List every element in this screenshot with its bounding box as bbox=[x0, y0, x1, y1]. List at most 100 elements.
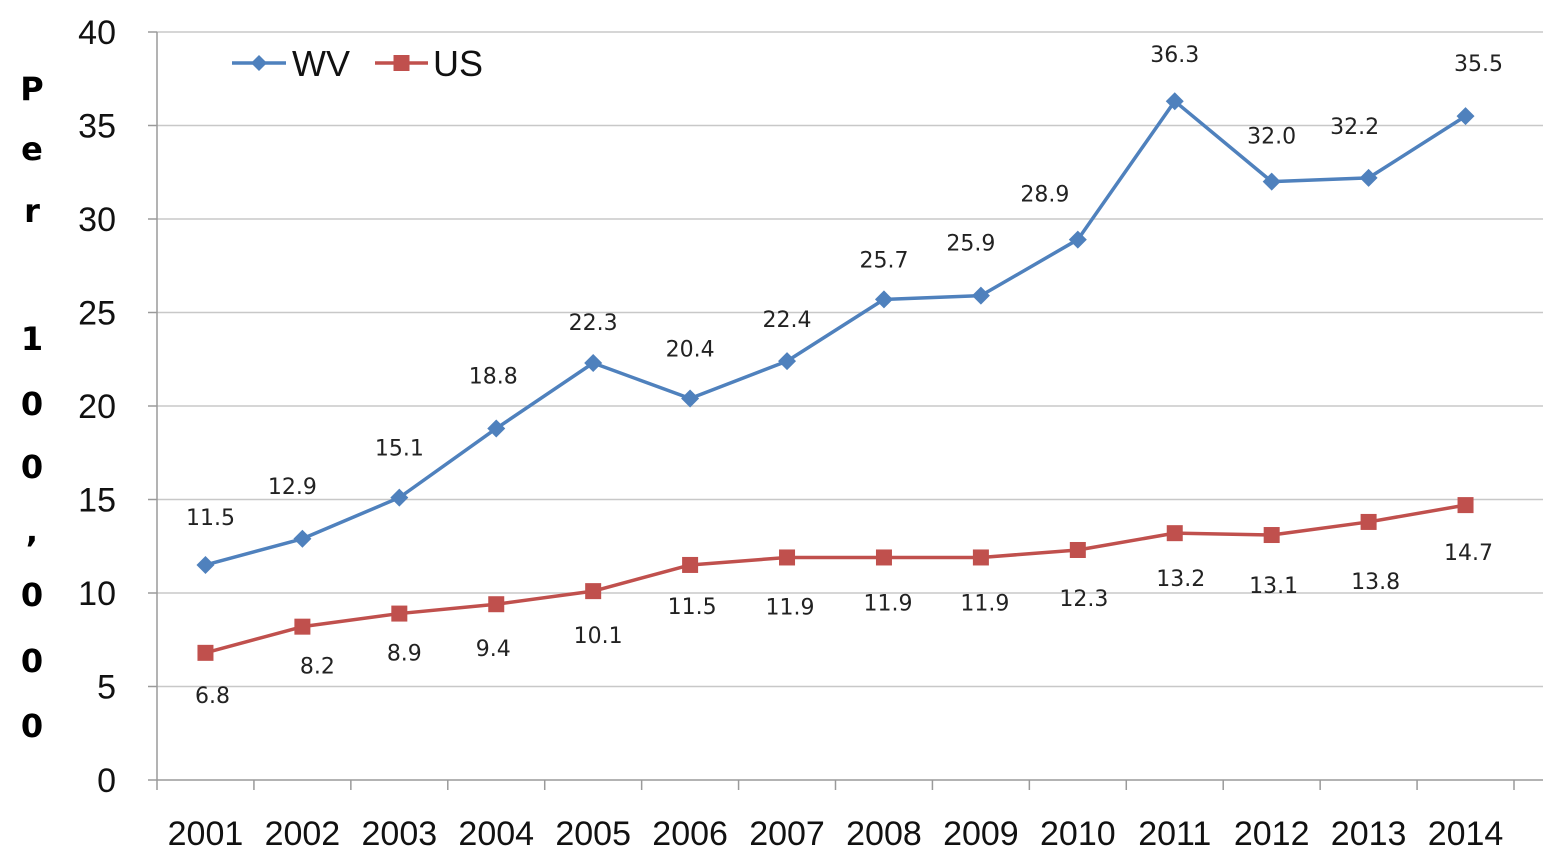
x-tick-label: 2005 bbox=[555, 815, 631, 849]
y-tick-label: 20 bbox=[78, 388, 116, 426]
data-point-wv bbox=[196, 555, 215, 574]
y-axis-label-char: 0 bbox=[21, 385, 43, 423]
x-tick-label: 2008 bbox=[846, 815, 922, 849]
data-point-us bbox=[1166, 525, 1183, 542]
y-axis-label-char: 0 bbox=[21, 576, 43, 614]
data-point-us bbox=[294, 618, 311, 635]
y-tick-label: 5 bbox=[97, 669, 116, 707]
axes bbox=[148, 31, 1543, 790]
y-tick-label: 35 bbox=[78, 108, 116, 146]
data-label-us: 13.8 bbox=[1351, 570, 1400, 595]
data-label-wv: 25.9 bbox=[946, 232, 995, 257]
y-tick-label: 25 bbox=[78, 295, 116, 333]
y-tick-label: 10 bbox=[78, 575, 116, 613]
data-point-us bbox=[972, 549, 989, 566]
data-point-us bbox=[779, 549, 796, 566]
x-tick-label: 2003 bbox=[362, 815, 438, 849]
data-point-wv bbox=[1262, 172, 1281, 191]
x-tick-label: 2002 bbox=[265, 815, 341, 849]
x-tick-label: 2011 bbox=[1138, 815, 1211, 849]
data-label-wv: 15.1 bbox=[375, 437, 424, 462]
data-label-us: 8.2 bbox=[300, 655, 335, 680]
data-label-us: 6.8 bbox=[195, 684, 230, 709]
legend-marker-wv bbox=[251, 55, 267, 71]
y-axis-label-char: , bbox=[26, 512, 38, 550]
data-point-wv bbox=[1359, 168, 1378, 187]
y-axis-label-char: 0 bbox=[21, 642, 43, 680]
data-point-wv bbox=[1068, 230, 1087, 249]
data-point-us bbox=[488, 596, 505, 613]
legend-label-wv: WV bbox=[292, 43, 350, 84]
x-tick-label: 2012 bbox=[1234, 815, 1310, 849]
data-point-wv bbox=[1456, 107, 1475, 126]
data-point-us bbox=[1457, 497, 1474, 514]
data-label-us: 11.9 bbox=[863, 591, 912, 616]
series-line-us bbox=[205, 503, 1466, 655]
data-label-wv: 12.9 bbox=[268, 475, 317, 500]
y-axis-label-char: e bbox=[21, 130, 43, 168]
data-label-wv: 20.4 bbox=[666, 338, 715, 363]
data-point-us bbox=[1360, 513, 1377, 530]
x-tick-label: 2001 bbox=[168, 815, 244, 849]
data-label-us: 11.9 bbox=[960, 591, 1009, 616]
y-tick-labels: 0 5 10 15 20 25 30 35 40 bbox=[78, 14, 116, 800]
data-point-us bbox=[197, 644, 214, 661]
data-label-us: 13.1 bbox=[1249, 574, 1298, 599]
data-label-wv: 11.5 bbox=[186, 506, 235, 531]
data-label-us: 9.4 bbox=[476, 637, 511, 662]
series-line-wv bbox=[205, 99, 1467, 567]
data-point-wv bbox=[293, 529, 312, 548]
data-label-wv: 35.5 bbox=[1454, 52, 1503, 77]
y-axis-label: Per 1 0 0, 0 0 0 bbox=[20, 70, 43, 745]
y-tick-label: 40 bbox=[78, 14, 116, 52]
legend-label-us: US bbox=[433, 43, 483, 84]
y-axis-label-char: 1 bbox=[21, 320, 43, 358]
x-tick-label: 2010 bbox=[1040, 815, 1116, 849]
data-label-wv: 25.7 bbox=[859, 248, 908, 273]
data-point-wv bbox=[390, 488, 409, 507]
data-point-wv bbox=[778, 352, 797, 371]
series bbox=[196, 92, 1475, 661]
x-tick-label: 2009 bbox=[943, 815, 1019, 849]
legend: WV US bbox=[232, 43, 483, 84]
y-axis-label-char: 0 bbox=[21, 707, 43, 745]
data-point-us bbox=[875, 549, 892, 566]
data-label-wv: 28.9 bbox=[1020, 183, 1069, 208]
x-tick-label: 2007 bbox=[749, 815, 825, 849]
y-axis-label-char: 0 bbox=[21, 448, 43, 486]
data-point-wv bbox=[584, 353, 603, 372]
data-point-us bbox=[682, 556, 699, 573]
y-tick-label: 0 bbox=[97, 762, 116, 800]
data-label-wv: 18.8 bbox=[469, 364, 518, 389]
x-tick-label: 2006 bbox=[652, 815, 728, 849]
data-point-wv bbox=[1165, 92, 1184, 111]
data-point-wv bbox=[681, 389, 700, 408]
data-label-us: 14.7 bbox=[1444, 541, 1493, 566]
x-tick-labels: 2001 2002 2003 2004 2005 2006 2007 2008 2009 2010… bbox=[168, 815, 1504, 849]
gridlines bbox=[157, 31, 1543, 688]
data-label-wv: 22.4 bbox=[763, 308, 812, 333]
data-label-us: 11.9 bbox=[766, 595, 815, 620]
y-tick-label: 30 bbox=[78, 201, 116, 239]
data-label-us: 8.9 bbox=[387, 642, 422, 667]
x-tick-label: 2004 bbox=[458, 815, 534, 849]
data-point-us bbox=[1263, 527, 1280, 544]
data-point-wv bbox=[971, 286, 990, 305]
data-label-wv: 36.3 bbox=[1150, 43, 1199, 68]
y-tick-label: 15 bbox=[78, 482, 116, 520]
y-axis-label-char: P bbox=[20, 70, 43, 108]
data-point-us bbox=[1069, 541, 1086, 558]
data-label-us: 12.3 bbox=[1059, 587, 1108, 612]
data-point-us bbox=[585, 583, 602, 600]
data-label-us: 13.2 bbox=[1156, 567, 1205, 592]
data-label-us: 11.5 bbox=[668, 595, 717, 620]
y-axis-label-char: r bbox=[24, 192, 40, 230]
data-label-wv: 32.0 bbox=[1247, 125, 1296, 150]
data-label-wv: 22.3 bbox=[569, 311, 618, 336]
data-point-us bbox=[391, 605, 408, 622]
data-labels: 11.5 12.9 15.1 18.8 22.3 20.4 22.4 25.7 25.9 28.9… bbox=[186, 43, 1503, 709]
x-tick-label: 2014 bbox=[1428, 815, 1504, 849]
x-tick-label: 2013 bbox=[1331, 815, 1407, 849]
data-label-wv: 32.2 bbox=[1330, 115, 1379, 140]
